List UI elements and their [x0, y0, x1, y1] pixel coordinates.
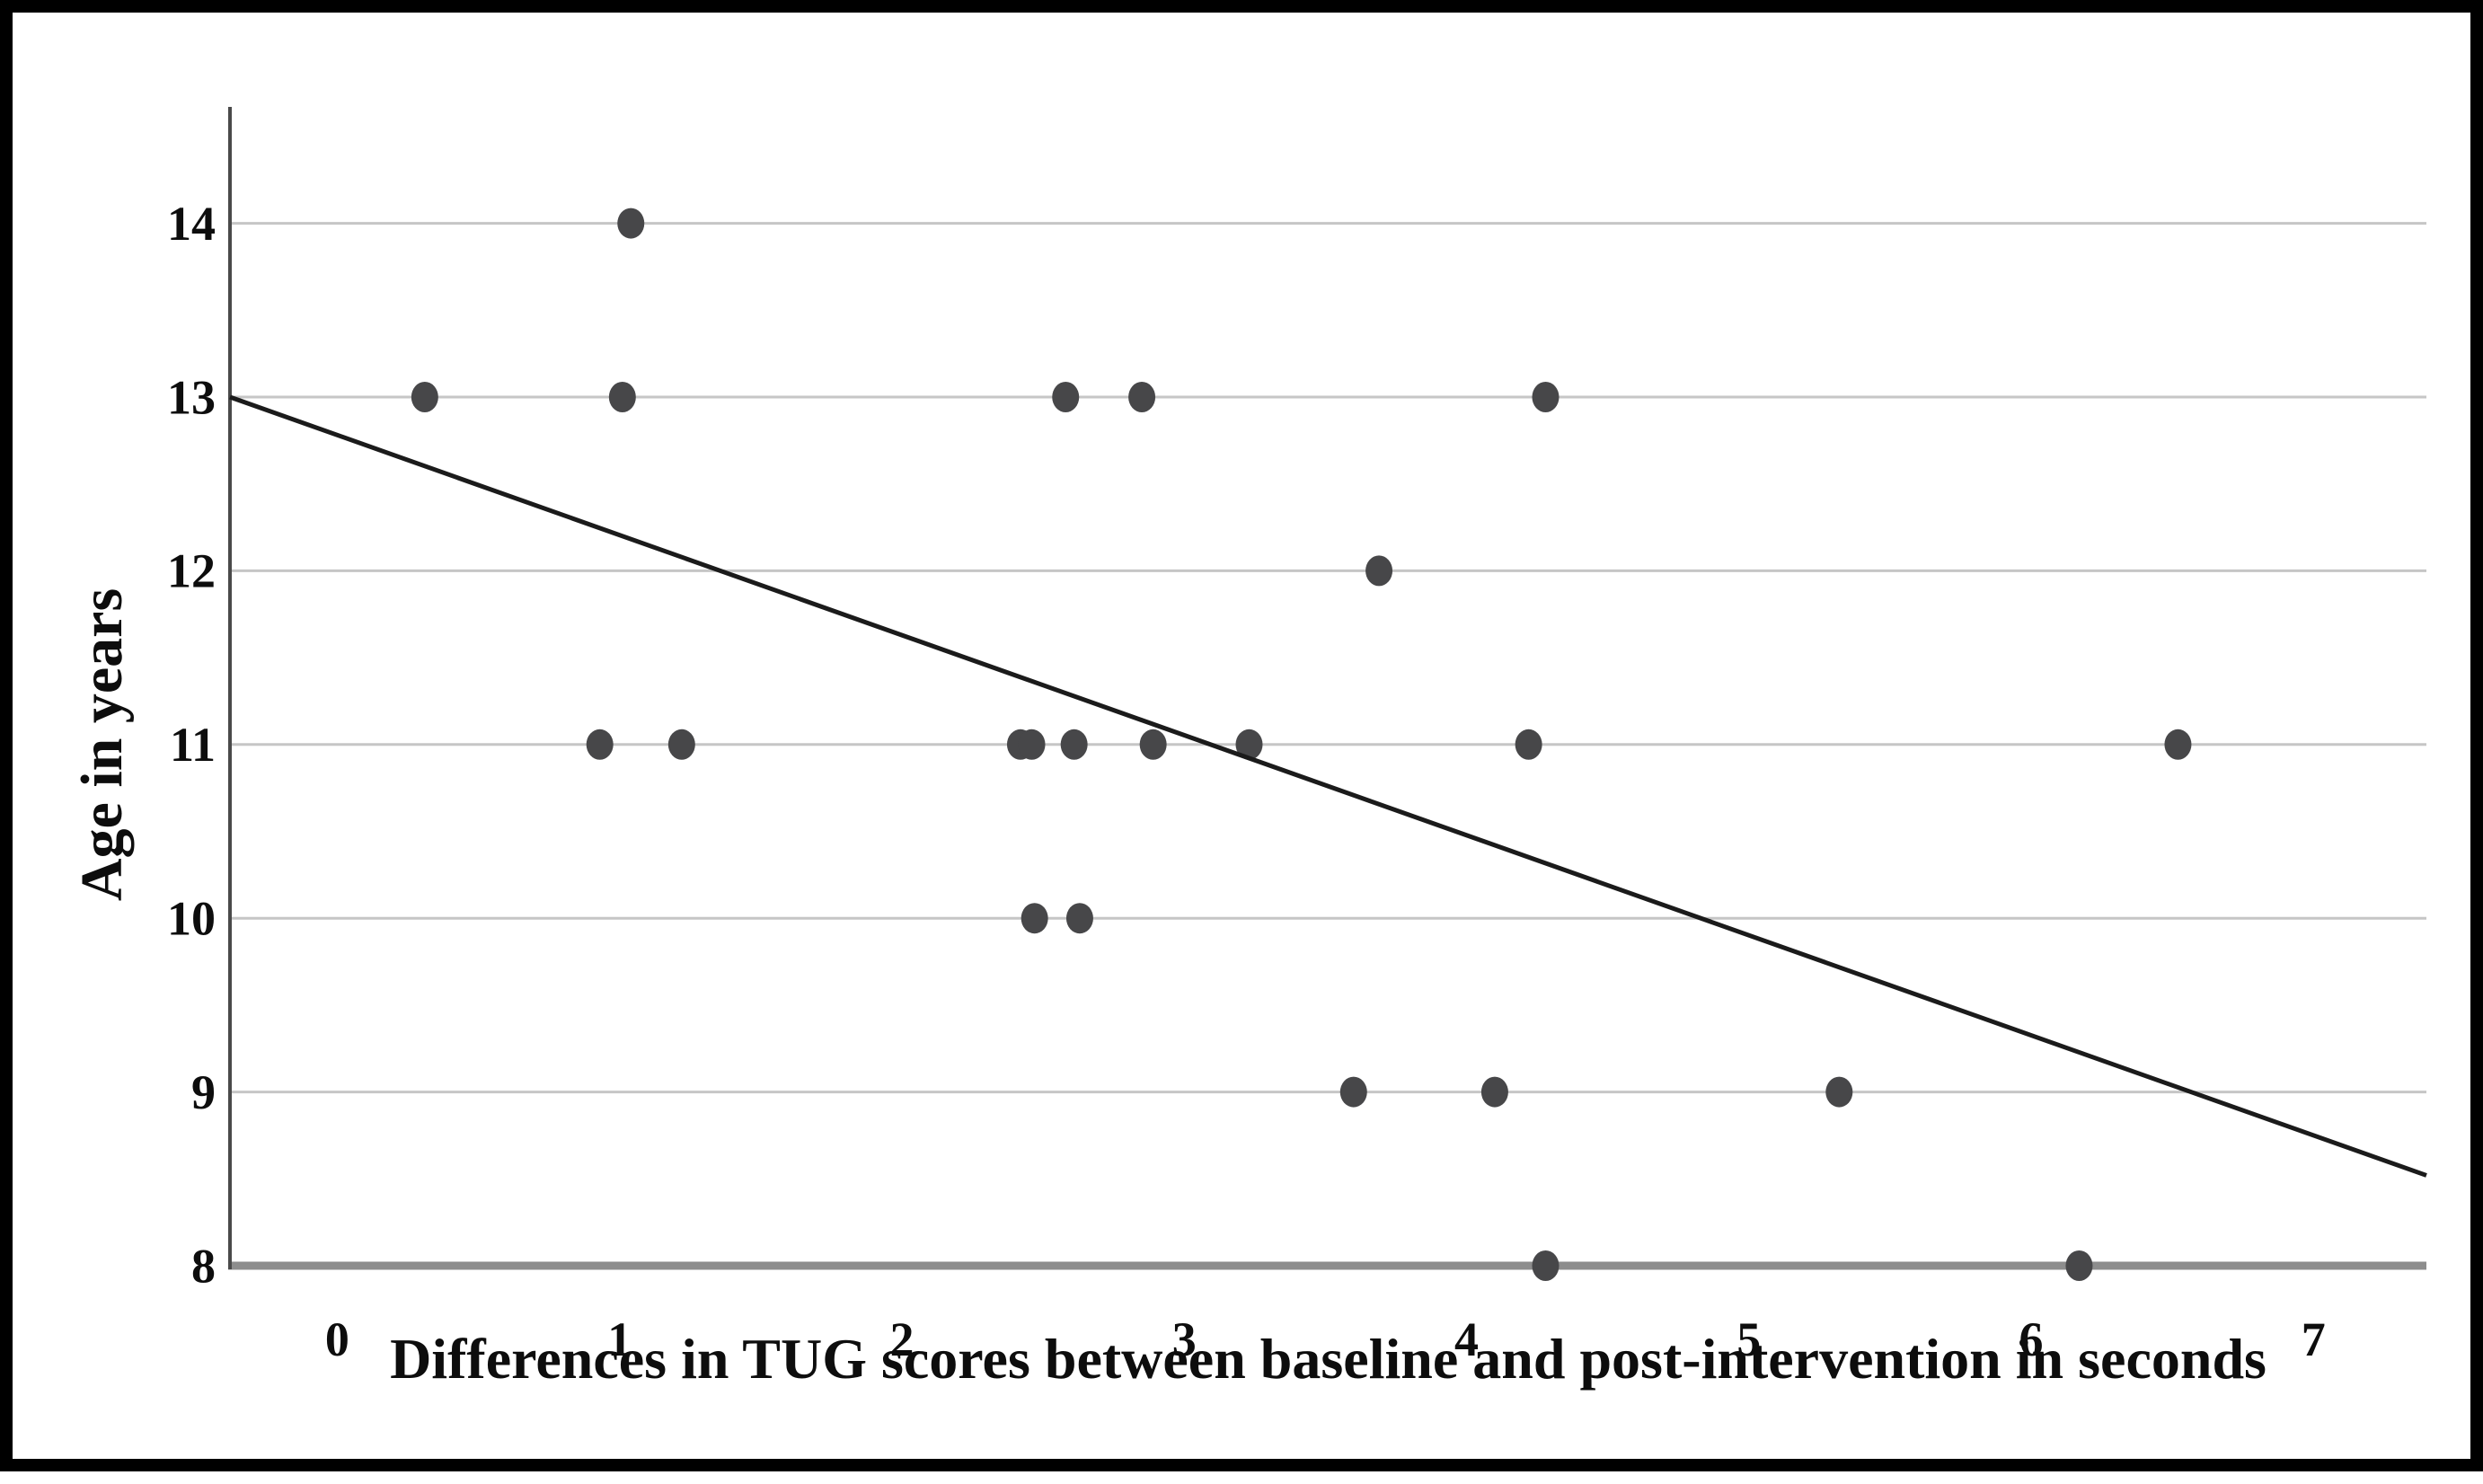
- y-tick-label: 14: [167, 197, 216, 251]
- y-axis-label: Age in years: [69, 587, 135, 902]
- data-point: [1018, 729, 1046, 760]
- y-tick-label: 9: [191, 1065, 216, 1119]
- data-point: [1825, 1076, 1853, 1108]
- data-point: [667, 729, 695, 760]
- data-point: [1532, 1250, 1560, 1281]
- x-tick-label: 6: [2019, 1312, 2044, 1366]
- y-tick-label: 12: [167, 544, 216, 598]
- data-point: [608, 381, 636, 412]
- data-point: [1128, 381, 1156, 412]
- data-point: [617, 208, 645, 239]
- data-point: [1065, 903, 1093, 934]
- data-point: [1021, 903, 1048, 934]
- data-point: [1052, 381, 1080, 412]
- data-point: [2164, 729, 2192, 760]
- x-tick-label: 5: [1736, 1312, 1761, 1366]
- x-tick-label: 0: [325, 1312, 349, 1366]
- x-tick-label: 4: [1454, 1312, 1479, 1366]
- x-tick-label: 1: [607, 1312, 632, 1366]
- y-tick-label: 13: [167, 370, 216, 424]
- data-point: [1060, 729, 1088, 760]
- data-point: [1515, 729, 1542, 760]
- x-tick-label: 3: [1172, 1312, 1197, 1366]
- y-tick-label: 11: [170, 718, 216, 772]
- y-tick-label: 8: [191, 1239, 216, 1293]
- data-point: [1532, 381, 1560, 412]
- data-point: [1235, 729, 1263, 760]
- data-point: [1139, 729, 1167, 760]
- data-point: [1480, 1076, 1508, 1108]
- data-point: [586, 729, 614, 760]
- data-point: [2065, 1250, 2093, 1281]
- x-axis-label: Differences in TUG scores between baseli…: [390, 1327, 2267, 1391]
- x-tick-label: 2: [889, 1312, 914, 1366]
- data-point: [1339, 1076, 1367, 1108]
- y-tick-label: 10: [167, 892, 216, 946]
- trend-line: [229, 394, 2427, 1178]
- data-point: [411, 381, 438, 412]
- x-tick-label: 7: [2302, 1312, 2326, 1366]
- data-point: [1365, 555, 1393, 587]
